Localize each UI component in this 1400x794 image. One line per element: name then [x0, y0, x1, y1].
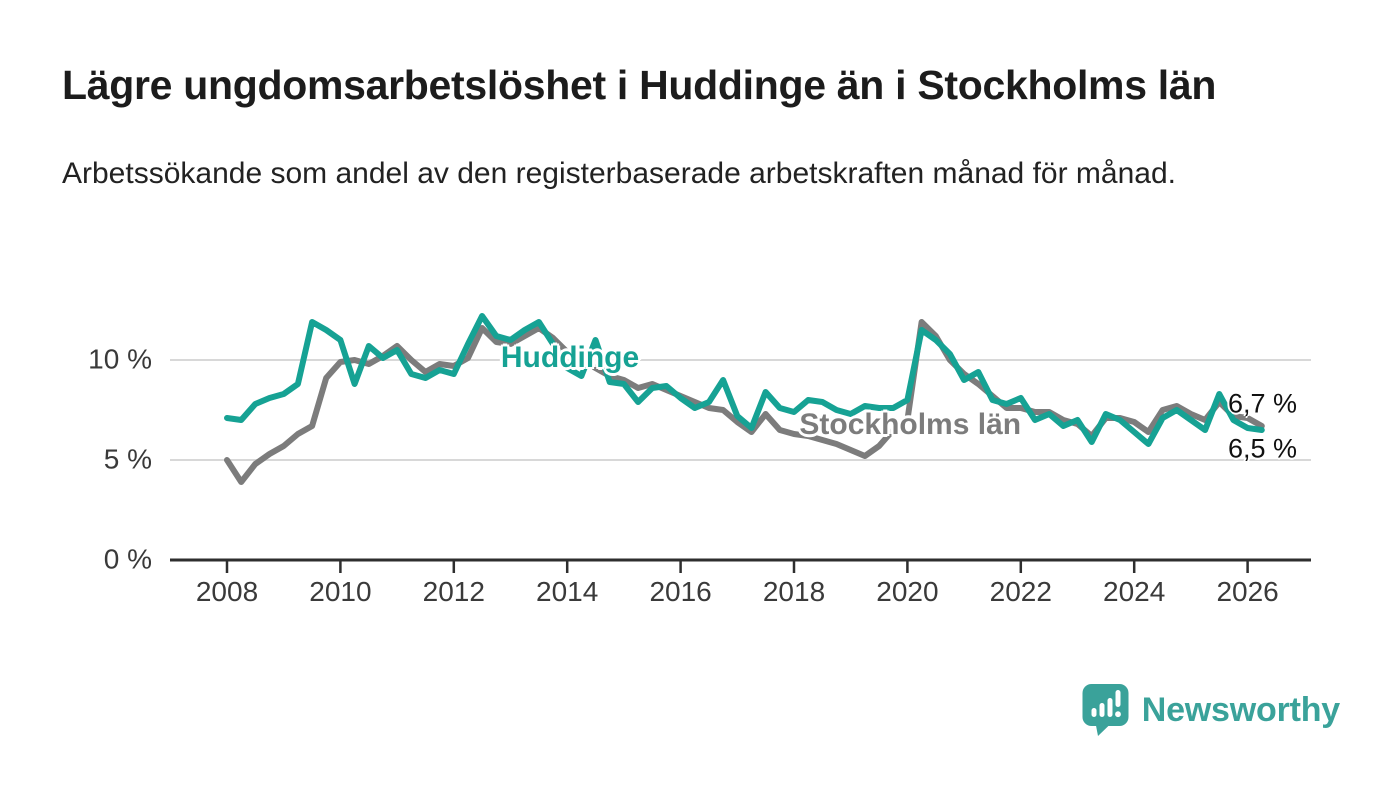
page-subtitle: Arbetssökande som andel av den registerb… — [62, 157, 1176, 190]
page-title: Lägre ungdomsarbetslöshet i Huddinge än … — [62, 62, 1217, 108]
series-line-stockholms-l-n — [224, 319, 1265, 485]
brand-name: Newsworthy — [1141, 690, 1340, 729]
newsworthy-brand: Newsworthy — [1082, 684, 1340, 736]
newsworthy-logo-icon — [1082, 684, 1129, 736]
series-line-huddinge — [224, 313, 1265, 447]
